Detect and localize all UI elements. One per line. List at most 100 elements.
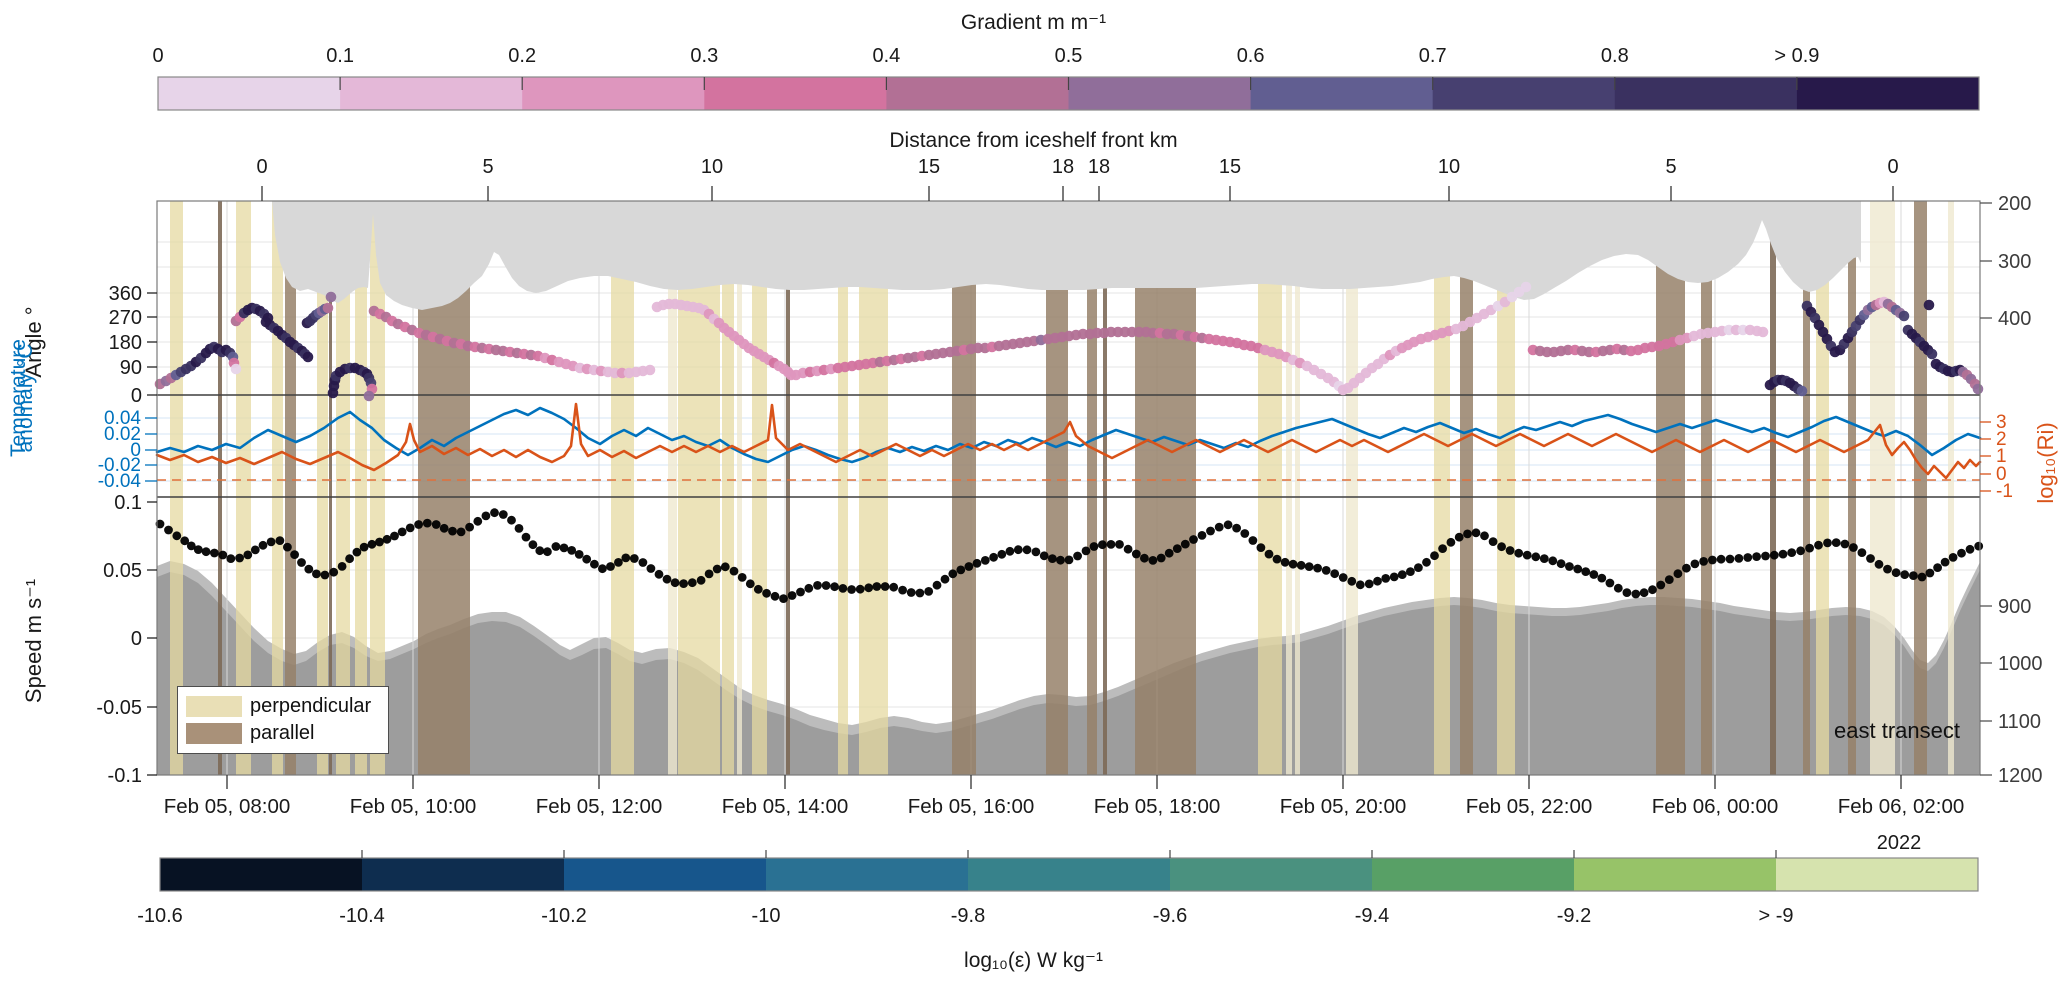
perpendicular-band <box>668 201 677 775</box>
speed-dot <box>956 565 966 575</box>
speed-dot <box>1514 548 1524 558</box>
speed-dot <box>528 540 538 550</box>
perpendicular-band <box>737 201 742 775</box>
speed-dot <box>498 510 508 519</box>
parallel-band <box>1656 201 1685 775</box>
temperature-tick-label: 0 <box>130 440 141 461</box>
colorbar-border <box>159 857 1979 892</box>
speed-dot <box>1565 562 1574 571</box>
speed-dot <box>559 543 569 553</box>
speed-dot <box>1397 570 1407 579</box>
speed-dot <box>359 542 369 552</box>
speed-dot <box>906 588 916 597</box>
colorbar-label: 0.1 <box>326 45 354 67</box>
parallel-band <box>329 201 332 775</box>
speed-dot <box>1648 585 1657 595</box>
speed-dot <box>1048 554 1057 563</box>
perpendicular-band <box>1286 201 1292 775</box>
perpendicular-band <box>752 201 767 775</box>
speed-dot <box>266 537 276 547</box>
time-tick-label: Feb 05, 22:00 <box>1466 795 1593 818</box>
east-transect-annotation: east transect <box>1834 718 1960 743</box>
speed-dot <box>1197 531 1207 540</box>
speed-dot <box>621 553 631 563</box>
colorbar-segment <box>886 77 1069 110</box>
colorbar-segment <box>1372 858 1575 891</box>
perpendicular-band <box>1346 201 1358 775</box>
speed-dot <box>1940 557 1950 567</box>
speed-dot <box>1471 528 1481 538</box>
angle-dot <box>1923 299 1935 311</box>
colorbar-segment <box>704 77 887 110</box>
speed-dot <box>606 562 615 571</box>
speed-dot <box>662 574 672 584</box>
colorbar-label: -10.2 <box>541 905 587 927</box>
speed-dot <box>1957 548 1966 558</box>
speed-dot <box>838 584 848 593</box>
speed-dot <box>1974 541 1984 551</box>
speed-tick-label: -0.05 <box>96 697 142 719</box>
speed-dot <box>1256 543 1266 552</box>
speed-dot <box>796 587 805 597</box>
speed-dot <box>507 515 516 525</box>
temperature-tick-label: -0.04 <box>98 471 142 492</box>
ri-axis-label: log₁₀(Ri) <box>2033 422 2058 504</box>
speed-dot <box>535 546 545 556</box>
band-legend: perpendicular parallel <box>177 686 389 754</box>
colorbar-segment <box>160 858 363 891</box>
distance-tick-label: 5 <box>482 156 493 178</box>
speed-dot <box>1073 551 1082 561</box>
speed-dot <box>1708 555 1717 565</box>
parallel-band <box>1803 201 1810 775</box>
colorbar-segment <box>1432 77 1616 110</box>
speed-dot <box>712 564 722 574</box>
colorbar-label: -9.2 <box>1557 905 1591 927</box>
angle-dot <box>325 291 337 303</box>
speed-dot <box>989 552 998 562</box>
perpendicular-band <box>678 201 720 775</box>
speed-dot <box>1589 570 1599 579</box>
speed-dot <box>1148 556 1158 565</box>
speed-dot <box>997 549 1007 559</box>
angle-dot <box>1757 326 1769 338</box>
perpendicular-band <box>1434 201 1450 775</box>
parallel-band <box>1460 201 1473 775</box>
speed-dot <box>1917 572 1927 582</box>
speed-dot <box>932 580 942 590</box>
speed-dot <box>1505 546 1515 555</box>
parallel-band <box>285 201 296 775</box>
speed-dot <box>186 541 196 551</box>
colorbar-top-title: Gradient m m⁻¹ <box>960 11 1107 34</box>
speed-dot <box>1164 548 1174 558</box>
angle-dot <box>1796 385 1808 397</box>
speed-dot <box>898 585 907 595</box>
speed-dot <box>1497 542 1506 552</box>
speed-dot <box>729 566 739 576</box>
parallel-band <box>1087 201 1097 775</box>
speed-dot <box>1787 548 1797 557</box>
colorbar-label: 0.8 <box>1601 45 1629 67</box>
legend-item-parallel: parallel <box>186 720 378 747</box>
parallel-band <box>952 201 976 775</box>
parallel-band <box>1770 201 1776 775</box>
speed-dot <box>405 523 415 533</box>
speed-dot <box>275 536 285 545</box>
speed-dot <box>1288 559 1298 569</box>
distance-tick-label: 0 <box>256 156 267 178</box>
speed-dot <box>218 550 228 560</box>
speed-dot <box>762 588 771 598</box>
speed-dot <box>1232 523 1241 533</box>
speed-dot <box>258 540 268 550</box>
colorbar-segment <box>158 77 341 110</box>
ri-line <box>155 402 1982 480</box>
speed-dot <box>1463 529 1472 539</box>
depth-tick-label: 1000 <box>1998 653 2043 675</box>
speed-dot <box>473 516 483 526</box>
temperature-anomaly-line <box>155 406 1982 464</box>
speed-dot <box>679 579 688 588</box>
colorbar-segment <box>1614 77 1798 110</box>
colorbar-label: 0.2 <box>508 45 536 67</box>
parallel-band <box>1135 201 1196 775</box>
speed-dot <box>514 524 524 533</box>
